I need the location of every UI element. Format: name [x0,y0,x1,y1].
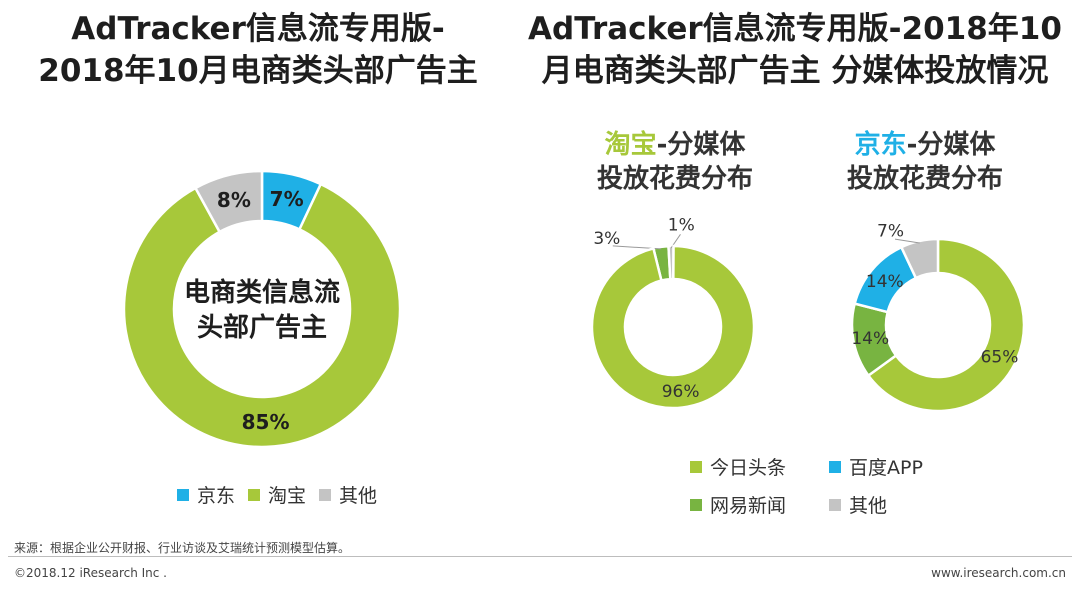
jd-subtitle: 京东-分媒体 投放花费分布 [810,128,1040,196]
jd-brand: 京东 [854,130,907,160]
left-chart-title: AdTracker信息流专用版- 2018年10月电商类头部广告主 [8,8,508,92]
taobao-donut: 3% 1% 96% [590,215,756,410]
legend-item-netease: 网易新闻 [690,491,786,518]
jd-label-baidu: 14% [866,272,904,292]
left-title-line2: 2018年10月电商类头部广告主 [38,53,478,89]
jd-subtitle-rest: -分媒体 [906,130,996,160]
legend-label-jd: 京东 [197,485,236,507]
legend-label-baidu: 百度APP [849,457,923,479]
footer-divider [8,556,1072,557]
legend-label-other-media: 其他 [849,495,888,517]
jd-slice-other [899,237,940,280]
jd-label-toutiao: 65% [981,347,1019,367]
jd-slice-toutiao [866,237,1026,413]
taobao-label-netease: 3% [593,229,620,249]
right-chart-title: AdTracker信息流专用版-2018年10 月电商类头部广告主 分媒体投放情… [515,8,1075,92]
jd-leader-other [894,238,920,244]
legend-swatch-other-media [829,498,841,511]
taobao-subtitle-rest: -分媒体 [656,130,746,160]
jd-label-netease: 14% [851,329,889,349]
legend-label-netease: 网易新闻 [710,495,787,517]
legend-swatch-netease [690,498,702,511]
main-slice-other [193,169,264,234]
taobao-label-other: 1% [668,215,695,235]
legend-item-baidu: 百度APP [829,453,923,480]
legend-swatch-taobao [248,488,260,501]
left-title-line1: AdTracker信息流专用版- [71,11,445,47]
legend-swatch-baidu [829,460,841,473]
legend-label-toutiao: 今日头条 [710,457,787,479]
legend-item-other-media: 其他 [829,491,887,518]
legend-item-taobao: 淘宝 [248,481,306,508]
center-label-line1: 电商类信息流 [184,277,340,308]
legend-swatch-other [319,488,331,501]
taobao-slice-toutiao [590,244,756,410]
main-slice-taobao [122,182,402,449]
main-label-jd: 7% [270,187,304,211]
main-label-taobao: 85% [242,410,290,434]
legend-label-other: 其他 [339,485,378,507]
website-link[interactable]: www.iresearch.com.cn [931,566,1066,580]
main-label-other: 8% [217,188,251,212]
legend-swatch-toutiao [690,460,702,473]
right-title-line1: AdTracker信息流专用版-2018年10 [528,11,1062,47]
taobao-subtitle: 淘宝-分媒体 投放花费分布 [560,128,790,196]
jd-label-other: 7% [877,221,904,241]
jd-donut: 65% 14% 14% 7% [850,221,1026,413]
taobao-brand: 淘宝 [604,130,657,160]
taobao-label-toutiao: 96% [662,382,700,402]
main-donut: 7% 85% 8% [122,169,402,449]
jd-subtitle-line2: 投放花费分布 [846,164,1003,194]
legend-item-toutiao: 今日头条 [690,453,786,480]
copyright: ©2018.12 iResearch Inc . [14,566,167,580]
legend-swatch-jd [177,488,189,501]
legend-label-taobao: 淘宝 [268,485,307,507]
right-title-line2: 月电商类头部广告主 分媒体投放情况 [541,53,1049,89]
legend-item-other: 其他 [319,481,377,508]
legend-item-jd: 京东 [177,481,235,508]
center-label-line2: 头部广告主 [197,313,327,343]
taobao-subtitle-line2: 投放花费分布 [596,164,753,194]
source-note: 来源：根据企业公开财报、行业访谈及艾瑞统计预测模型估算。 [14,541,351,555]
